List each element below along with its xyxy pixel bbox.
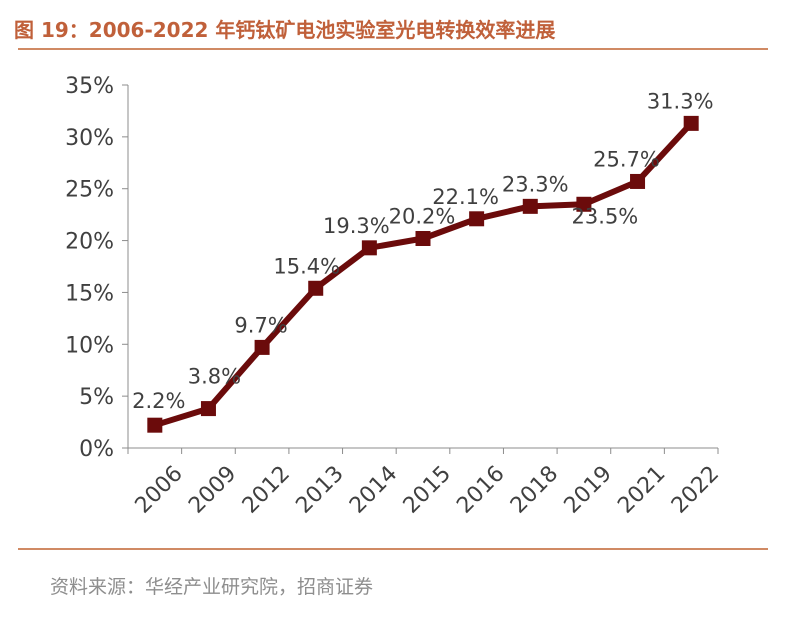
data-point xyxy=(630,173,646,189)
x-tick-label: 2018 xyxy=(506,461,563,518)
x-tick-label: 2012 xyxy=(238,461,295,518)
title-divider xyxy=(18,48,768,50)
data-label: 23.3% xyxy=(502,172,569,196)
data-point xyxy=(308,280,324,296)
x-tick-label: 2013 xyxy=(291,461,348,518)
x-tick-label: 2009 xyxy=(184,461,241,518)
y-tick-label: 35% xyxy=(65,74,114,99)
y-axis: 0% 5% 10% 15% 20% 25% 30% 35% xyxy=(65,74,129,462)
y-tick-label: 25% xyxy=(65,178,114,203)
x-tick-label: 2015 xyxy=(399,461,456,518)
data-point xyxy=(361,240,377,256)
x-tick-label: 2014 xyxy=(345,461,402,518)
data-label: 15.4% xyxy=(273,254,340,278)
y-tick-label: 15% xyxy=(65,281,114,306)
x-tick-label: 2019 xyxy=(560,461,617,518)
data-label: 19.3% xyxy=(323,214,390,238)
data-label: 9.7% xyxy=(234,313,287,337)
source-divider xyxy=(18,548,768,550)
source-note: 资料来源：华经产业研究院，招商证券 xyxy=(50,576,374,598)
x-tick-label: 2006 xyxy=(131,461,188,518)
data-label: 25.7% xyxy=(593,147,660,171)
data-label: 23.5% xyxy=(572,204,639,228)
data-label: 2.2% xyxy=(132,389,185,413)
data-label: 20.2% xyxy=(389,204,456,228)
data-labels: 2.2%3.8% 9.7% 15.4% 19.3%20.2%22.1%23.3%23.… xyxy=(132,89,713,413)
y-tick-label: 0% xyxy=(79,437,114,462)
data-point xyxy=(147,417,163,433)
x-tick-label: 2021 xyxy=(613,461,670,518)
y-tick-label: 30% xyxy=(65,126,114,151)
x-tick-label: 2022 xyxy=(667,461,724,518)
data-point xyxy=(415,230,431,246)
data-point xyxy=(683,115,699,131)
y-tick-label: 10% xyxy=(65,333,114,358)
data-point xyxy=(200,401,216,417)
figure-title: 图 19：2006-2022 年钙钛矿电池实验室光电转换效率进展 xyxy=(14,18,556,42)
data-label: 3.8% xyxy=(188,365,241,389)
x-axis: 2006200920122013201420152016201820192021… xyxy=(127,447,724,519)
line-chart: 0%5%10%15%20%25%30%35% 20062009201220132… xyxy=(65,74,724,519)
data-label: 22.1% xyxy=(432,185,499,209)
data-point xyxy=(254,339,270,355)
data-point xyxy=(522,198,538,214)
data-point xyxy=(576,196,592,212)
y-tick-label: 20% xyxy=(65,230,114,255)
y-tick-label: 5% xyxy=(79,385,114,410)
data-point xyxy=(469,211,485,227)
data-label: 31.3% xyxy=(647,89,714,113)
series xyxy=(147,115,699,433)
x-tick-label: 2016 xyxy=(452,461,509,518)
